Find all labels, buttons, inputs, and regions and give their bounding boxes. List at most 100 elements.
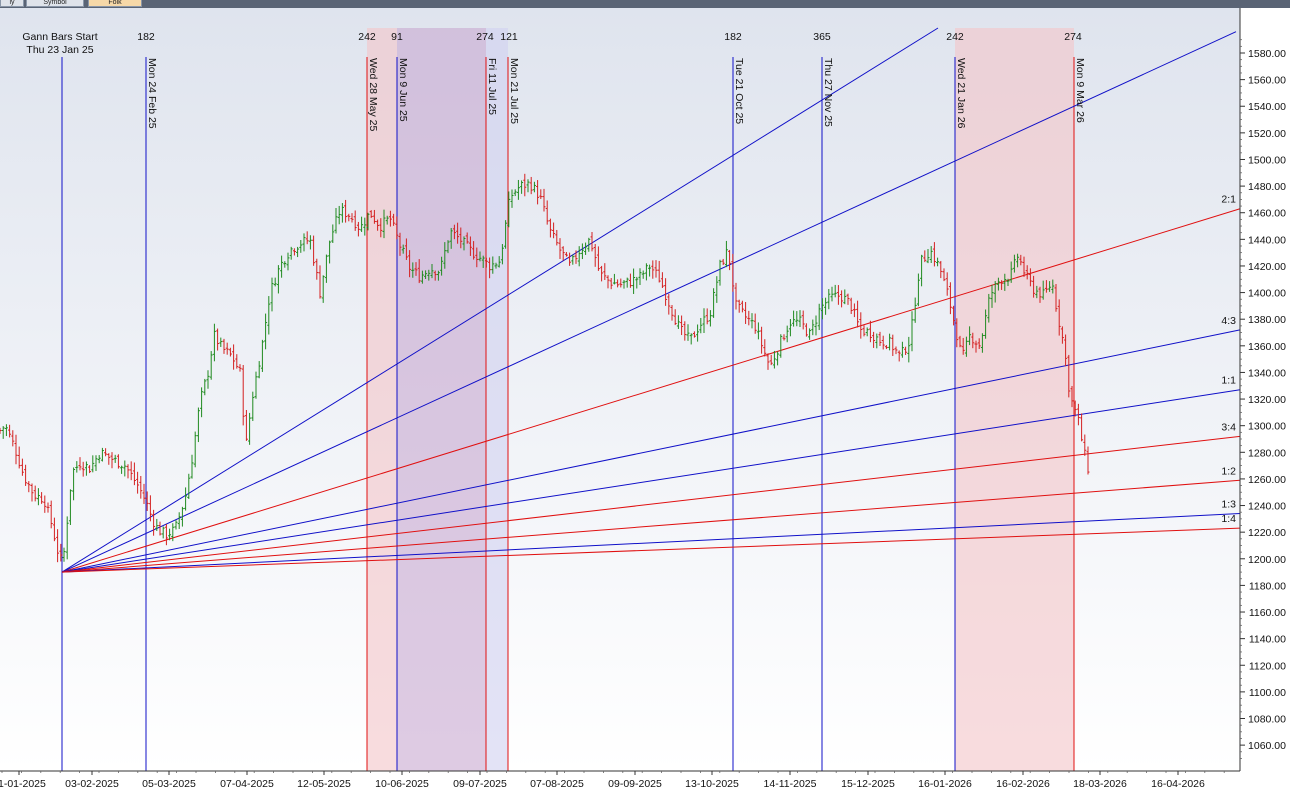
ohlc-bar xyxy=(507,191,511,228)
ohlc-bar xyxy=(1035,285,1039,299)
ohlc-bar xyxy=(459,227,463,249)
price-tick-label: 1280.00 xyxy=(1248,447,1286,459)
ohlc-bar xyxy=(833,284,837,298)
ohlc-bar xyxy=(456,222,460,244)
ohlc-bar xyxy=(414,262,418,276)
ohlc-bar xyxy=(619,278,623,288)
ohlc-bar xyxy=(846,293,850,305)
ohlc-bar xyxy=(46,502,50,513)
ohlc-bar xyxy=(321,275,325,303)
ohlc-bar xyxy=(667,293,671,315)
ohlc-bar xyxy=(33,485,37,502)
ohlc-bar xyxy=(558,238,562,259)
ohlc-bar xyxy=(830,286,834,302)
ohlc-bar xyxy=(942,268,946,282)
price-tick-label: 1480.00 xyxy=(1248,181,1286,193)
ohlc-bar xyxy=(334,208,338,234)
ohlc-bar xyxy=(753,313,757,334)
price-tick-label: 1420.00 xyxy=(1248,261,1286,273)
price-tick-label: 1580.00 xyxy=(1248,48,1286,60)
marker-date-5: Tue 21 Oct 25 xyxy=(733,58,745,124)
ohlc-bar xyxy=(1028,268,1032,287)
gann-angle-line-0 xyxy=(61,27,939,573)
ohlc-bar xyxy=(1012,254,1016,273)
ohlc-bar xyxy=(638,268,642,285)
marker-count-1: 242 xyxy=(358,31,376,43)
ohlc-bar xyxy=(1083,434,1087,456)
toolbar-tab-display[interactable]: ly xyxy=(0,0,24,7)
gann-angle-label-5: 3:4 xyxy=(1221,421,1236,433)
price-axis: 1060.00 1080.00 1100.00 1120.00 1140.00 1160.… xyxy=(1239,8,1286,771)
ohlc-bar xyxy=(1006,278,1010,287)
ohlc-bar xyxy=(296,246,300,258)
ohlc-bar xyxy=(427,269,431,281)
ohlc-bar xyxy=(862,325,866,337)
ohlc-bar xyxy=(760,326,764,354)
ohlc-bar xyxy=(734,282,738,310)
ohlc-bar xyxy=(164,524,168,546)
ohlc-bar xyxy=(152,509,156,536)
ohlc-bar xyxy=(564,252,568,257)
ohlc-bar xyxy=(488,257,492,279)
gann-angle-line-3 xyxy=(61,329,1241,573)
ohlc-bar xyxy=(552,222,556,239)
ohlc-bar xyxy=(539,189,543,200)
ohlc-bar xyxy=(347,213,351,222)
ohlc-bar xyxy=(97,455,101,464)
ohlc-bar xyxy=(843,289,847,305)
toolbar-tab-symbol[interactable]: Symbol xyxy=(26,0,84,7)
ohlc-bar xyxy=(59,543,63,562)
ohlc-bar xyxy=(987,293,991,323)
ohlc-bar xyxy=(270,277,274,312)
price-tick-label: 1520.00 xyxy=(1248,128,1286,140)
ohlc-bar xyxy=(878,331,882,346)
ohlc-bar xyxy=(894,346,898,355)
marker-count-5: 182 xyxy=(724,31,742,43)
price-tick-label: 1340.00 xyxy=(1248,367,1286,379)
ohlc-bar xyxy=(129,461,133,481)
gann-angle-label-4: 1:1 xyxy=(1221,375,1236,387)
band-may-jun xyxy=(367,28,397,771)
ohlc-bar xyxy=(916,273,920,307)
ohlc-bar xyxy=(148,495,152,522)
ohlc-bar xyxy=(1003,273,1007,291)
ohlc-bar xyxy=(353,210,357,231)
marker-date-0: Mon 24 Feb 25 xyxy=(146,58,158,129)
ohlc-bar xyxy=(260,339,264,372)
ohlc-bar xyxy=(238,364,242,372)
toolbar-tab-folk[interactable]: Folk xyxy=(88,0,142,7)
ohlc-bar xyxy=(392,213,396,226)
ohlc-bar xyxy=(491,256,495,274)
ohlc-bar xyxy=(875,333,879,349)
ohlc-bar xyxy=(1019,254,1023,266)
ohlc-bar xyxy=(145,491,149,511)
ohlc-bar xyxy=(308,235,312,250)
ohlc-bar xyxy=(593,243,597,267)
ohlc-bar xyxy=(88,465,92,474)
ohlc-bar xyxy=(708,310,712,327)
ohlc-bar xyxy=(945,272,949,296)
ohlc-bar xyxy=(580,243,584,260)
ohlc-bar xyxy=(926,249,930,264)
ohlc-bar xyxy=(990,284,994,308)
date-tick-label: 16-01-2026 xyxy=(918,778,972,790)
price-tick-label: 1460.00 xyxy=(1248,208,1286,220)
ohlc-bar xyxy=(126,464,130,479)
ohlc-bar xyxy=(756,322,760,340)
ohlc-bar xyxy=(689,333,693,345)
marker-count-4: 121 xyxy=(500,31,518,43)
ohlc-bar xyxy=(193,431,197,468)
date-tick-label: 18-03-2026 xyxy=(1073,778,1127,790)
ohlc-bar xyxy=(78,457,82,471)
ohlc-bar xyxy=(792,310,796,327)
ohlc-bar xyxy=(411,262,415,278)
ohlc-bar xyxy=(174,520,178,530)
ohlc-bar xyxy=(676,315,680,329)
ohlc-bar xyxy=(868,320,872,343)
ohlc-bar xyxy=(267,296,271,335)
ohlc-bar xyxy=(40,492,44,504)
ohlc-bar xyxy=(721,258,725,266)
marker-count-8: 274 xyxy=(1064,31,1082,43)
ohlc-bar xyxy=(398,232,402,256)
